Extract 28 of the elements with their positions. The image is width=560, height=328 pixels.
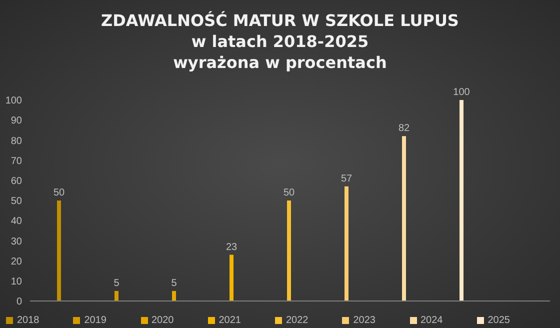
data-label: 50 <box>53 188 65 198</box>
y-tick-label: 30 <box>10 236 22 248</box>
y-tick-label: 70 <box>10 156 22 167</box>
data-label: 5 <box>171 278 178 289</box>
legend-label: 2023 <box>353 315 376 326</box>
data-label: 23 <box>226 242 238 253</box>
legend-label: 2022 <box>286 315 308 326</box>
y-tick-label: 40 <box>10 216 22 228</box>
y-tick-label: 50 <box>10 196 22 208</box>
y-tick-label: 60 <box>10 176 22 187</box>
legend-label: 2021 <box>218 315 241 326</box>
y-tick-label: 0 <box>16 296 22 308</box>
chart-title: ZDAWALNOŚĆ MATUR W SZKOLE LUPUS w latach 2018-2025 wyrażona w procentach <box>100 10 460 73</box>
y-tick-label: 80 <box>10 136 22 147</box>
legend-label: 2025 <box>488 315 510 326</box>
data-label: 5 <box>114 278 120 289</box>
y-tick-label: 20 <box>10 256 22 268</box>
data-label: 100 <box>453 87 470 98</box>
y-tick-label: 10 <box>10 276 22 288</box>
data-label: 57 <box>340 173 352 184</box>
legend-label: 2024 <box>420 315 443 326</box>
y-tick-label: 90 <box>10 116 22 127</box>
y-tick-label: 100 <box>5 96 22 107</box>
data-label: 82 <box>398 123 410 134</box>
legend-label: 2019 <box>84 315 106 326</box>
legend-label: 2020 <box>152 315 174 326</box>
legend-label: 2018 <box>17 315 40 326</box>
data-label: 50 <box>283 188 295 198</box>
